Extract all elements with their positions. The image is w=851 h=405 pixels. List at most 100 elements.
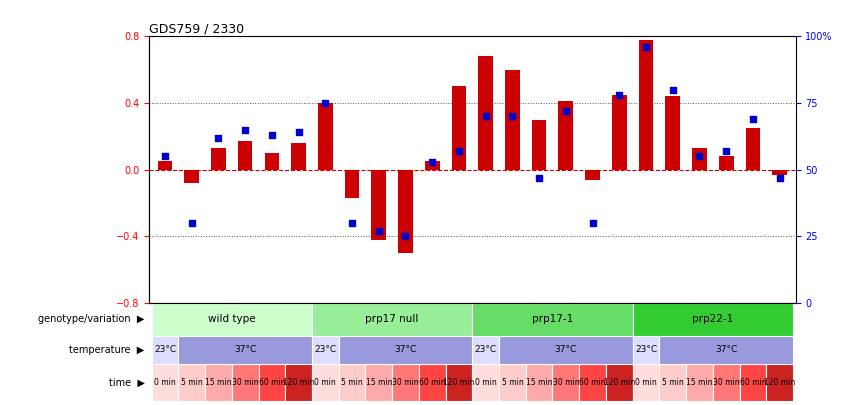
Text: 120 min: 120 min (764, 378, 796, 387)
Bar (660, 336, 793, 364)
Bar (532, 120, 546, 170)
Point (265, 132, 278, 139)
Text: 5 min: 5 min (341, 378, 363, 387)
Text: 23°C: 23°C (314, 345, 336, 354)
Text: prp17-1: prp17-1 (532, 314, 573, 324)
Point (452, 148, 465, 154)
Text: 30 min: 30 min (552, 378, 580, 387)
Bar (419, 364, 446, 401)
Bar (371, 170, 386, 240)
Bar (211, 148, 226, 170)
Point (158, 153, 172, 160)
Text: 0 min: 0 min (154, 378, 176, 387)
Point (292, 129, 306, 136)
Text: 60 min: 60 min (740, 378, 766, 387)
Bar (398, 170, 413, 253)
Point (372, 228, 386, 234)
Text: 30 min: 30 min (231, 378, 259, 387)
Text: 23°C: 23°C (154, 345, 176, 354)
Bar (660, 364, 686, 401)
Bar (580, 364, 606, 401)
Text: 30 min: 30 min (392, 378, 419, 387)
Text: 37°C: 37°C (715, 345, 737, 354)
Point (666, 87, 680, 93)
Bar (151, 336, 179, 364)
Point (212, 134, 226, 141)
Bar (151, 303, 312, 336)
Bar (339, 336, 472, 364)
Bar (713, 364, 740, 401)
Bar (185, 170, 199, 183)
Bar (472, 364, 499, 401)
Text: 15 min: 15 min (686, 378, 713, 387)
Bar (552, 364, 580, 401)
Bar (745, 128, 760, 170)
Text: 0 min: 0 min (314, 378, 336, 387)
Bar (692, 148, 707, 170)
Text: 0 min: 0 min (475, 378, 496, 387)
Bar (686, 364, 713, 401)
Text: 23°C: 23°C (475, 345, 497, 354)
Bar (157, 162, 172, 170)
Point (318, 100, 332, 107)
Text: 5 min: 5 min (501, 378, 523, 387)
Bar (526, 364, 552, 401)
Bar (265, 153, 279, 170)
Point (533, 175, 546, 181)
Text: time  ▶: time ▶ (109, 377, 145, 388)
Point (693, 153, 706, 160)
Point (719, 148, 733, 154)
Text: 15 min: 15 min (526, 378, 552, 387)
Bar (446, 364, 472, 401)
Bar (766, 364, 793, 401)
Bar (632, 336, 660, 364)
Point (398, 233, 412, 240)
Point (639, 44, 653, 50)
Bar (179, 364, 205, 401)
Bar (318, 103, 333, 170)
Text: GDS759 / 2330: GDS759 / 2330 (149, 22, 244, 35)
Bar (291, 143, 306, 170)
Bar (179, 336, 312, 364)
Point (238, 126, 252, 133)
Point (426, 159, 439, 165)
Point (559, 108, 573, 114)
Point (479, 113, 493, 120)
Text: 5 min: 5 min (180, 378, 203, 387)
Bar (259, 364, 285, 401)
Text: wild type: wild type (208, 314, 255, 324)
Point (773, 175, 786, 181)
Point (746, 116, 760, 122)
Bar (425, 162, 440, 170)
Bar (339, 364, 365, 401)
Text: 15 min: 15 min (205, 378, 231, 387)
Bar (740, 364, 766, 401)
Point (185, 220, 198, 226)
Bar (632, 303, 793, 336)
Text: 120 min: 120 min (443, 378, 475, 387)
Bar (205, 364, 231, 401)
Text: 30 min: 30 min (713, 378, 740, 387)
Bar (231, 364, 259, 401)
Text: 120 min: 120 min (283, 378, 314, 387)
Bar (505, 70, 520, 170)
Bar (478, 56, 493, 170)
Bar (612, 95, 626, 170)
Bar (285, 364, 312, 401)
Point (585, 220, 599, 226)
Bar (472, 303, 632, 336)
Bar (392, 364, 419, 401)
Text: 5 min: 5 min (662, 378, 683, 387)
Point (613, 92, 626, 98)
Text: genotype/variation  ▶: genotype/variation ▶ (38, 314, 145, 324)
Bar (312, 336, 339, 364)
Text: 15 min: 15 min (366, 378, 392, 387)
Bar (773, 170, 787, 175)
Text: 60 min: 60 min (259, 378, 285, 387)
Text: 0 min: 0 min (635, 378, 657, 387)
Bar (365, 364, 392, 401)
Text: 60 min: 60 min (580, 378, 606, 387)
Text: 120 min: 120 min (603, 378, 635, 387)
Text: 37°C: 37°C (234, 345, 256, 354)
Bar (719, 156, 734, 170)
